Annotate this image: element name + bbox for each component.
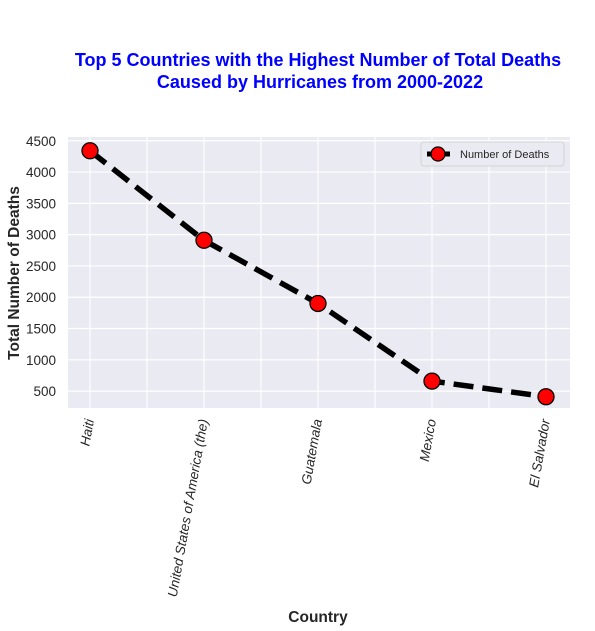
y-axis-label: Total Number of Deaths <box>6 186 23 360</box>
x-axis-label: Country <box>288 609 348 626</box>
y-tick-label: 1000 <box>26 353 56 368</box>
y-tick-label: 3000 <box>26 228 56 243</box>
x-tick-label: Guatemala <box>299 417 325 485</box>
data-point <box>309 294 327 313</box>
y-tick-label: 4500 <box>26 134 56 149</box>
y-tick-label: 1500 <box>26 322 56 337</box>
y-tick-labels: 500 1000 1500 2000 2500 3000 3500 4000 4500 <box>26 134 56 399</box>
y-tick-label: 4000 <box>26 165 56 180</box>
legend: Number of Deaths <box>420 141 565 167</box>
y-tick-label: 500 <box>33 384 56 399</box>
x-tick-label: Mexico <box>417 417 439 462</box>
x-tick-label: United States of America (the) <box>165 418 211 598</box>
series-markers <box>81 142 555 406</box>
x-tick-label: Haiti <box>77 417 97 447</box>
y-tick-label: 2000 <box>26 290 56 305</box>
x-tick-label: El Salvador <box>526 417 553 488</box>
legend-label: Number of Deaths <box>460 149 550 161</box>
data-point <box>195 231 213 249</box>
plot-area <box>68 137 570 408</box>
data-point <box>423 372 441 390</box>
x-tick-labels: Haiti United States of America (the) Guate… <box>77 417 553 598</box>
chart-title-line-1: Top 5 Countries with the Highest Number … <box>75 50 561 70</box>
y-tick-label: 3500 <box>26 196 56 211</box>
y-tick-label: 2500 <box>26 259 56 274</box>
legend-marker-swatch <box>430 146 446 162</box>
legend-box <box>420 141 565 167</box>
chart-title-line-2: Caused by Hurricanes from 2000-2022 <box>157 72 483 92</box>
data-point <box>81 142 99 160</box>
data-point <box>537 388 555 406</box>
